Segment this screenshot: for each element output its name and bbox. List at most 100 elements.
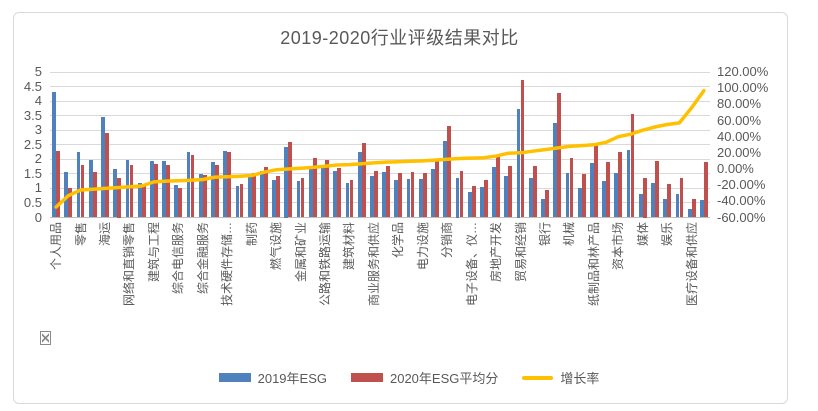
- legend-item-2019: 2019年ESG: [218, 368, 327, 387]
- legend-label-2020: 2020年ESG平均分: [389, 371, 499, 386]
- bar-2020: [655, 161, 659, 218]
- y-axis-left-tick-label: 2: [34, 151, 42, 167]
- bar-2019: [52, 92, 56, 218]
- bar-2020: [422, 172, 427, 218]
- y-axis-right-tick-label: 60.00%: [717, 112, 762, 128]
- gridline: [50, 173, 710, 175]
- bar-2020: [251, 172, 256, 218]
- x-category-label: 纸制品和林产品: [586, 222, 601, 307]
- legend-swatch-2020: [350, 373, 383, 382]
- x-category-label: 电子设备、仪…: [464, 222, 479, 307]
- x-category-label: 制药: [244, 222, 259, 247]
- bar-2020: [239, 184, 244, 218]
- x-category-label: 综合金融服务: [195, 222, 210, 295]
- gridline: [50, 158, 710, 160]
- bar-2020: [581, 174, 586, 218]
- gridline: [50, 86, 710, 88]
- x-category-label: 建筑与工程: [146, 222, 161, 283]
- y-axis-right-tick-label: -40.00%: [717, 193, 766, 209]
- gridline: [50, 100, 710, 102]
- legend-item-growth: 增长率: [522, 368, 599, 387]
- bar-2020: [288, 142, 293, 218]
- bar-2020: [704, 162, 708, 218]
- bar-2020: [557, 92, 562, 218]
- y-axis-left-tick-label: 4: [34, 93, 42, 109]
- bar-2020: [459, 170, 464, 218]
- x-category-label: 房地产开发: [489, 222, 504, 283]
- bar-2020: [227, 151, 232, 218]
- x-category-label: 金属和矿业: [293, 222, 308, 283]
- x-category-label: 零售: [73, 222, 88, 247]
- x-category-label: 机械: [562, 222, 577, 247]
- legend-label-2019: 2019年ESG: [257, 371, 327, 386]
- bar-2020: [202, 175, 207, 218]
- y-axis-left-tick-label: 0.5: [23, 194, 42, 210]
- broken-image-icon: [40, 331, 51, 345]
- bar-2020: [276, 175, 280, 218]
- bar-2020: [154, 163, 158, 218]
- legend: 2019年ESG 2020年ESG平均分 增长率: [0, 368, 818, 387]
- bar-2020: [166, 165, 170, 218]
- y-axis-right-tick-label: 20.00%: [717, 144, 762, 160]
- y-axis-left-tick-label: 5: [34, 64, 42, 79]
- y-axis-left-tick-label: 2.5: [23, 136, 42, 152]
- bar-2020: [435, 161, 439, 218]
- bar-2020: [410, 172, 415, 218]
- x-axis-line: [50, 217, 710, 218]
- x-category-label: 燃气设施: [269, 222, 284, 271]
- x-category-label: 资本市场: [611, 222, 626, 271]
- bar-2020: [300, 177, 305, 218]
- bar-2020: [630, 114, 635, 218]
- bar-2019: [700, 200, 704, 218]
- x-category-label: 医疗设备和供应: [684, 222, 699, 307]
- bar-2020: [374, 171, 378, 218]
- bar-2020: [312, 158, 317, 218]
- bar-2020: [92, 172, 97, 218]
- y-axis-right-tick-label: 0.00%: [717, 161, 754, 176]
- y-axis-right-tick-label: 40.00%: [717, 128, 762, 144]
- x-category-label: 娱乐: [660, 222, 675, 247]
- bar-2020: [398, 172, 403, 218]
- y-axis-left-tick-label: 1: [34, 180, 42, 196]
- bar-2020: [642, 178, 647, 218]
- y-axis-left-tick-label: 3.5: [23, 107, 42, 123]
- y-axis-left-tick-label: 4.5: [23, 78, 42, 94]
- bar-2020: [618, 151, 623, 218]
- chart-title: 2019-2020行业评级结果对比: [280, 28, 519, 48]
- bar-2020: [349, 179, 354, 218]
- bar-2020: [178, 187, 183, 218]
- y-axis-left-tick-label: 0: [34, 209, 42, 225]
- bar-2020: [141, 185, 146, 218]
- bar-2020: [325, 159, 329, 218]
- bar-2020: [520, 79, 525, 218]
- bar-2020: [691, 198, 696, 218]
- gridline: [50, 115, 710, 117]
- bar-2020: [594, 145, 598, 218]
- x-category-label: 分销商: [440, 222, 455, 259]
- bar-2020: [117, 178, 122, 218]
- y-axis-right-tick-label: 100.00%: [717, 80, 769, 96]
- bar-2020: [545, 190, 549, 218]
- legend-swatch-growth-line: [522, 375, 554, 380]
- x-category-label: 商业服务和供应: [366, 222, 381, 307]
- bar-2020: [569, 157, 574, 218]
- x-category-label: 建筑材料: [342, 222, 357, 271]
- x-category-label: 海运: [98, 222, 112, 247]
- x-category-label: 技术硬件存储…: [220, 222, 235, 307]
- bar-2020: [337, 167, 342, 218]
- y-axis-right-tick-label: -60.00%: [717, 209, 766, 225]
- bar-2020: [80, 164, 85, 218]
- gridline: [50, 71, 710, 73]
- gridline: [50, 202, 710, 204]
- legend-item-2020: 2020年ESG平均分: [350, 368, 499, 387]
- x-category-label: 贸易和经销: [513, 222, 528, 283]
- bar-2020: [56, 151, 60, 218]
- x-category-label: 银行: [538, 222, 552, 247]
- bar-2020: [361, 142, 366, 218]
- y-axis-right-tick-label: 120.00%: [717, 64, 769, 79]
- bar-2019: [687, 208, 692, 218]
- bar-2020: [68, 188, 73, 218]
- gridline: [50, 187, 710, 189]
- bar-2020: [386, 165, 390, 218]
